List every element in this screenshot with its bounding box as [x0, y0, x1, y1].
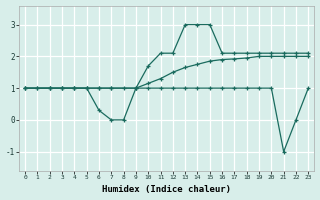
X-axis label: Humidex (Indice chaleur): Humidex (Indice chaleur) — [102, 185, 231, 194]
